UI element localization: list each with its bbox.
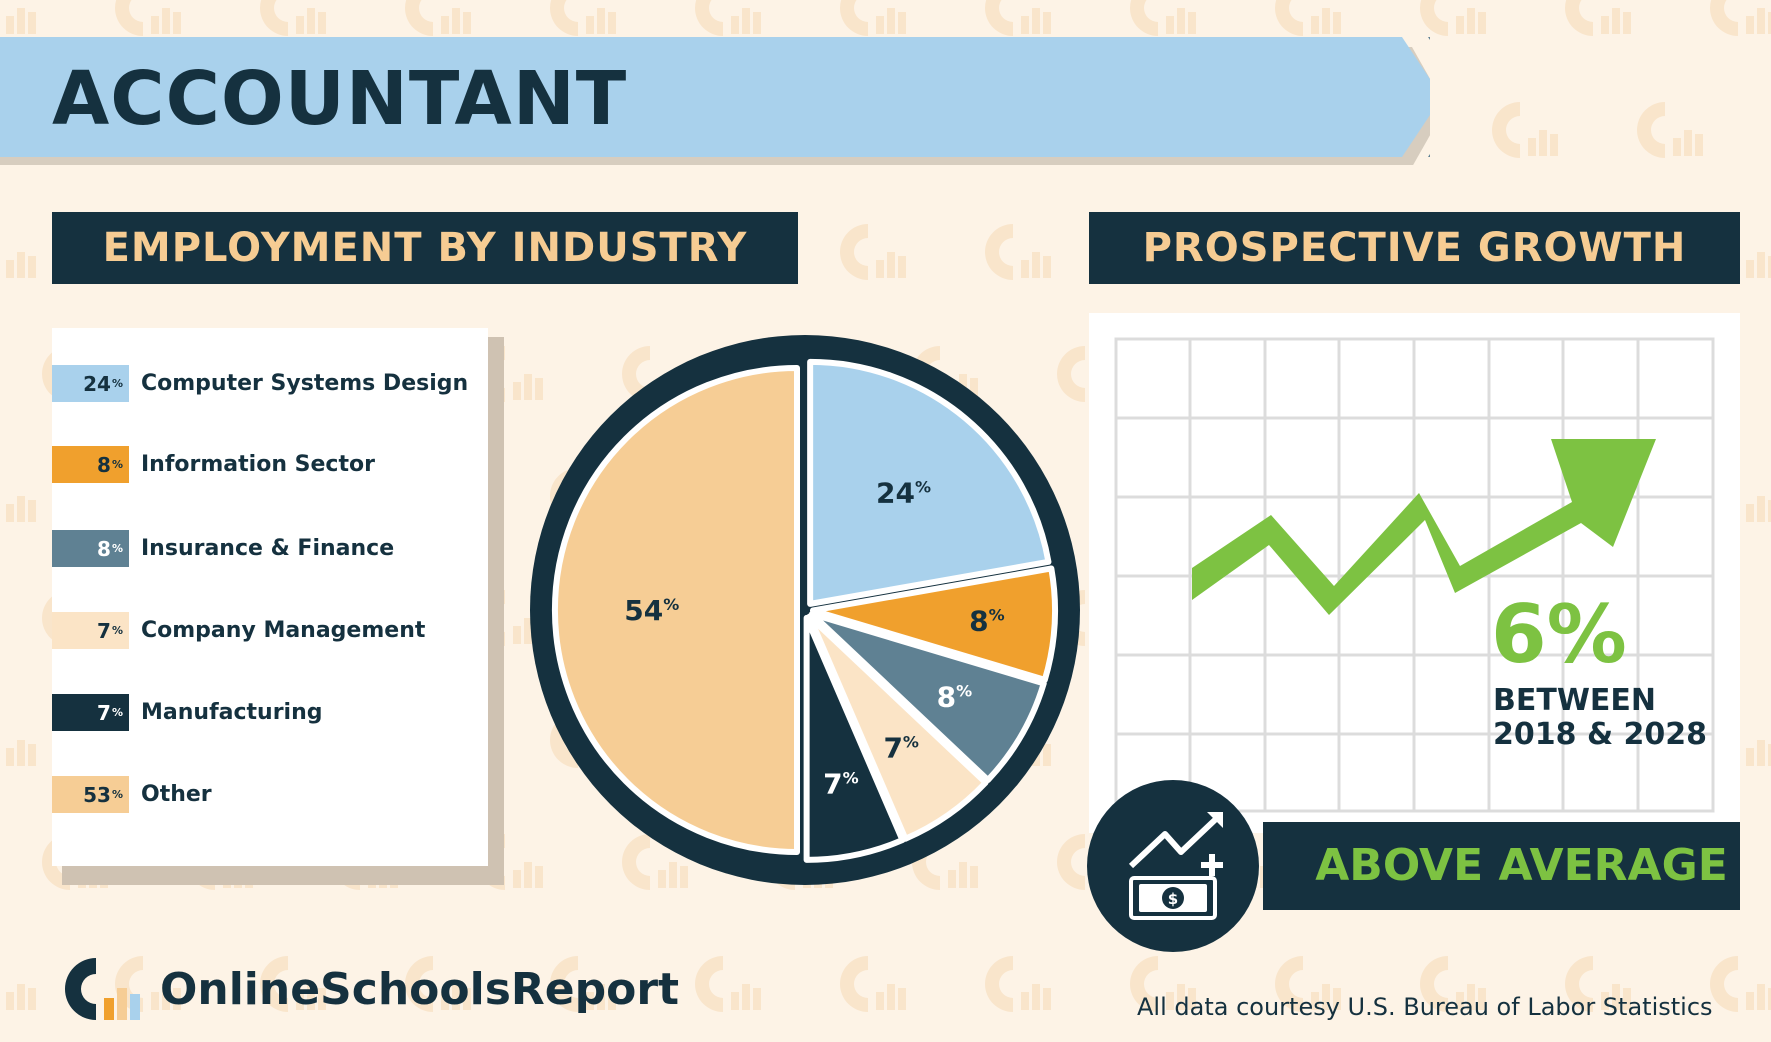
pie-slice-label: 8% bbox=[937, 680, 973, 713]
legend-percent-unit: % bbox=[111, 706, 123, 719]
money-growth-icon: $ bbox=[1087, 780, 1259, 952]
growth-grid bbox=[1114, 337, 1715, 813]
legend-percent: 8 bbox=[97, 452, 111, 477]
legend-percent: 7 bbox=[97, 618, 111, 643]
legend-label: Information Sector bbox=[141, 452, 375, 477]
brand-name: OnlineSchoolsReport bbox=[160, 964, 680, 1015]
page-title: ACCOUNTANT bbox=[52, 56, 628, 142]
pie-slice bbox=[809, 565, 1058, 683]
legend-item: 7% Company Management bbox=[52, 612, 425, 649]
growth-percentage: 6% bbox=[1491, 588, 1627, 681]
growth-rating-badge: ABOVE AVERAGE bbox=[1263, 822, 1740, 910]
legend-swatch: 7% bbox=[52, 612, 129, 649]
growth-panel bbox=[1089, 313, 1740, 833]
brand-logo-icon bbox=[64, 958, 140, 1020]
pie-slice-label: 7% bbox=[883, 731, 919, 764]
legend-label: Other bbox=[141, 782, 212, 807]
growth-period: BETWEEN 2018 & 2028 bbox=[1493, 684, 1707, 752]
legend-percent-unit: % bbox=[111, 458, 123, 471]
legend-swatch: 53% bbox=[52, 776, 129, 813]
legend-label: Company Management bbox=[141, 618, 426, 643]
growth-section-header: PROSPECTIVE GROWTH bbox=[1089, 212, 1740, 284]
growth-arrow bbox=[1192, 439, 1656, 615]
legend-percent: 8 bbox=[97, 536, 111, 561]
pie-slice-label: 7% bbox=[823, 768, 859, 801]
legend-label: Computer Systems Design bbox=[141, 371, 469, 396]
pie-slice bbox=[552, 365, 800, 855]
legend-item: 24% Computer Systems Design bbox=[52, 365, 468, 402]
legend-percent: 53 bbox=[83, 782, 111, 807]
data-source-note: All data courtesy U.S. Bureau of Labor S… bbox=[1137, 993, 1713, 1021]
legend-swatch: 8% bbox=[52, 446, 129, 483]
svg-text:$: $ bbox=[1168, 890, 1178, 908]
employment-section-header: EMPLOYMENT BY INDUSTRY bbox=[52, 212, 798, 284]
legend-percent-unit: % bbox=[111, 788, 123, 801]
legend-percent: 7 bbox=[97, 700, 111, 725]
pie-slice bbox=[803, 614, 906, 863]
title-banner bbox=[0, 37, 1430, 165]
pie-slice-label: 54% bbox=[624, 594, 679, 627]
pie-slice bbox=[806, 613, 989, 842]
legend-swatch: 8% bbox=[52, 530, 129, 567]
legend-label: Insurance & Finance bbox=[141, 536, 395, 561]
growth-period-line1: BETWEEN bbox=[1493, 683, 1657, 718]
pie-slice bbox=[808, 611, 1047, 784]
legend-percent-unit: % bbox=[111, 624, 123, 637]
legend-swatch: 24% bbox=[52, 365, 129, 402]
legend-label: Manufacturing bbox=[141, 700, 323, 725]
pie-slice-label: 8% bbox=[969, 605, 1005, 638]
legend-percent-unit: % bbox=[111, 377, 123, 390]
legend-item: 7% Manufacturing bbox=[52, 694, 323, 731]
legend-percent: 24 bbox=[83, 371, 111, 396]
pie-slice bbox=[807, 358, 1052, 607]
legend-item: 8% Insurance & Finance bbox=[52, 530, 394, 567]
growth-period-line2: 2018 & 2028 bbox=[1493, 717, 1708, 752]
legend-item: 53% Other bbox=[52, 776, 212, 813]
legend-item: 8% Information Sector bbox=[52, 446, 375, 483]
legend-percent-unit: % bbox=[111, 542, 123, 555]
industry-pie-chart: 24% 8% 8% 7% 7% 54% bbox=[530, 335, 1080, 885]
pie-slice-label: 24% bbox=[876, 477, 931, 510]
legend-swatch: 7% bbox=[52, 694, 129, 731]
